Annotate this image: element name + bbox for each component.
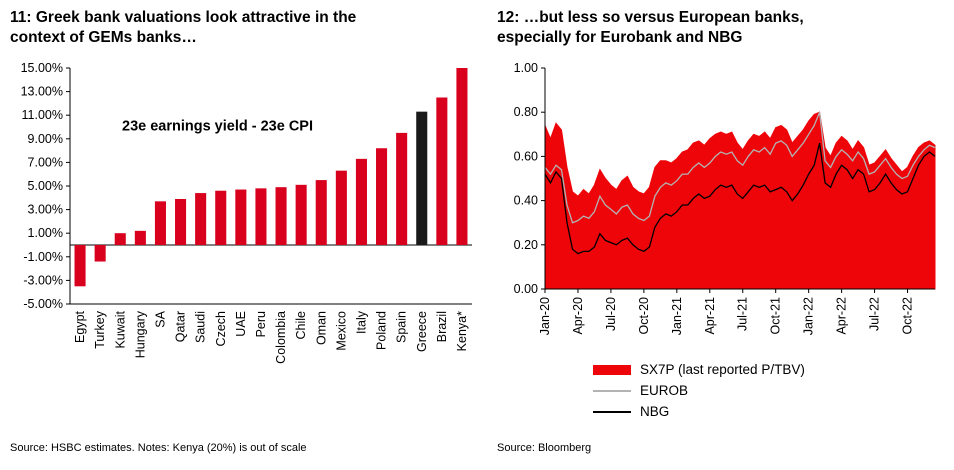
svg-text:Turkey: Turkey — [93, 311, 107, 349]
legend-item-sx7p: SX7P (last reported P/TBV) — [593, 359, 947, 380]
chart11-title-line: context of GEMs banks… — [10, 29, 197, 47]
svg-text:Oct-20: Oct-20 — [637, 297, 651, 335]
svg-text:-1.00%: -1.00% — [23, 250, 63, 264]
svg-text:7.00%: 7.00% — [28, 156, 63, 170]
svg-text:13.00%: 13.00% — [21, 85, 63, 99]
svg-text:Qatar: Qatar — [174, 311, 188, 342]
legend-item-eurob: EUROB — [593, 380, 947, 401]
chart12-legend: SX7P (last reported P/TBV) EUROB NBG — [593, 359, 947, 422]
svg-text:Italy: Italy — [354, 311, 368, 335]
sx7p-area-swatch — [593, 364, 631, 375]
bar-chart: 15.00% 13.00% 11.00% 9.00% 7.00% 5.00% 3.00% 1.… — [21, 61, 472, 364]
svg-text:Mexico: Mexico — [334, 311, 348, 351]
svg-text:Jan-22: Jan-22 — [802, 297, 816, 335]
svg-text:0.60: 0.60 — [514, 150, 538, 164]
chart11-source: Source: HSBC estimates. Notes: Kenya (20… — [10, 442, 307, 454]
svg-text:Apr-20: Apr-20 — [571, 297, 585, 335]
svg-text:Saudi: Saudi — [194, 311, 208, 343]
svg-text:Chile: Chile — [294, 311, 308, 340]
svg-text:1.00%: 1.00% — [28, 226, 63, 240]
svg-text:3.00%: 3.00% — [28, 203, 63, 217]
legend-label-sx7p: SX7P (last reported P/TBV) — [640, 362, 805, 378]
svg-text:Colombia: Colombia — [274, 311, 288, 364]
svg-text:Poland: Poland — [375, 311, 389, 350]
svg-text:23e earnings yield - 23e CPI: 23e earnings yield - 23e CPI — [122, 119, 313, 135]
svg-text:Kuwait: Kuwait — [113, 311, 127, 349]
svg-text:SA: SA — [153, 311, 167, 328]
svg-text:0.20: 0.20 — [514, 238, 538, 252]
chart12-panel: 12: …but less so versus European banks, … — [497, 0, 947, 470]
legend-item-nbg: NBG — [593, 401, 947, 422]
svg-text:Peru: Peru — [254, 311, 268, 337]
nbg-line-swatch — [593, 410, 631, 413]
svg-text:11.00%: 11.00% — [22, 108, 63, 122]
svg-text:Greece: Greece — [415, 311, 429, 352]
svg-text:1.00: 1.00 — [514, 61, 538, 75]
svg-text:Jul-20: Jul-20 — [604, 297, 618, 331]
svg-text:Apr-21: Apr-21 — [703, 297, 717, 335]
svg-text:Egypt: Egypt — [73, 311, 87, 343]
chart12-source: Source: Bloomberg — [497, 442, 592, 454]
svg-text:0.80: 0.80 — [514, 105, 538, 119]
svg-text:Jul-22: Jul-22 — [868, 297, 882, 331]
svg-text:Jan-21: Jan-21 — [670, 297, 684, 335]
chart11-title-line: 11: Greek bank valuations look attractiv… — [10, 9, 357, 26]
svg-text:-3.00%: -3.00% — [23, 274, 63, 288]
svg-text:Oct-22: Oct-22 — [901, 297, 915, 335]
svg-text:Czech: Czech — [214, 311, 228, 346]
chart11-title: 11: Greek bank valuations look attractiv… — [10, 8, 484, 48]
svg-text:0.00: 0.00 — [514, 282, 538, 296]
chart12-title: 12: …but less so versus European banks, … — [497, 8, 947, 48]
svg-text:UAE: UAE — [234, 311, 248, 337]
svg-text:Jul-21: Jul-21 — [736, 297, 750, 331]
svg-text:Spain: Spain — [395, 311, 409, 343]
svg-text:Apr-22: Apr-22 — [835, 297, 849, 335]
svg-text:Jan-20: Jan-20 — [538, 297, 552, 335]
svg-text:15.00%: 15.00% — [21, 61, 63, 75]
svg-text:Brazil: Brazil — [435, 311, 449, 342]
svg-text:Kenya*: Kenya* — [455, 311, 469, 351]
eurob-line-swatch — [593, 389, 631, 392]
chart12-title-line: 12: …but less so versus European banks, — [497, 9, 804, 26]
svg-text:Oman: Oman — [314, 311, 328, 345]
chart12-title-line: especially for Eurobank and NBG — [497, 29, 743, 47]
svg-text:9.00%: 9.00% — [28, 132, 63, 146]
svg-text:-5.00%: -5.00% — [23, 297, 63, 311]
svg-text:0.40: 0.40 — [514, 194, 538, 208]
chart11-panel: 11: Greek bank valuations look attractiv… — [10, 0, 484, 470]
svg-text:5.00%: 5.00% — [28, 179, 63, 193]
legend-label-nbg: NBG — [640, 404, 670, 420]
svg-text:Oct-21: Oct-21 — [769, 297, 783, 335]
svg-text:Hungary: Hungary — [133, 311, 147, 359]
legend-label-eurob: EUROB — [640, 383, 689, 399]
